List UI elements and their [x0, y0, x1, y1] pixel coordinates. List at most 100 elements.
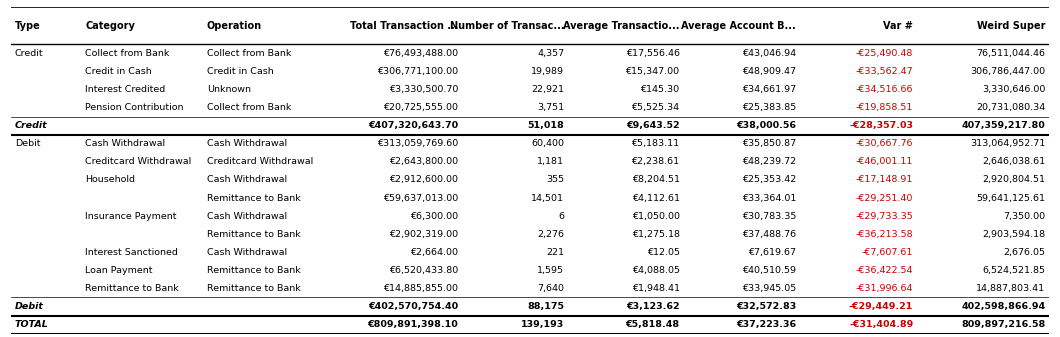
- Text: 3,330,646.00: 3,330,646.00: [982, 85, 1045, 94]
- Text: €37,223.36: €37,223.36: [736, 320, 796, 329]
- Text: €2,912,600.00: €2,912,600.00: [389, 176, 458, 184]
- Text: €4,088.05: €4,088.05: [632, 266, 679, 275]
- Text: Average Account B...: Average Account B...: [682, 21, 796, 31]
- Text: €3,330,500.70: €3,330,500.70: [389, 85, 458, 94]
- Text: 2,676.05: 2,676.05: [1003, 248, 1045, 257]
- Text: 402,598,866.94: 402,598,866.94: [961, 302, 1045, 311]
- Text: 20,731,080.34: 20,731,080.34: [976, 103, 1045, 112]
- Text: Debit: Debit: [15, 302, 43, 311]
- Text: 14,501: 14,501: [531, 193, 564, 203]
- Text: Credit in Cash: Credit in Cash: [86, 67, 153, 76]
- Text: Loan Payment: Loan Payment: [86, 266, 153, 275]
- Text: -€46,001.11: -€46,001.11: [855, 157, 914, 166]
- Text: €59,637,013.00: €59,637,013.00: [383, 193, 458, 203]
- Text: Remittance to Bank: Remittance to Bank: [207, 193, 301, 203]
- Text: €6,300.00: €6,300.00: [410, 212, 458, 221]
- Text: €7,619.67: €7,619.67: [748, 248, 796, 257]
- Text: €35,850.87: €35,850.87: [742, 139, 796, 148]
- Text: €34,661.97: €34,661.97: [742, 85, 796, 94]
- Text: -€36,422.54: -€36,422.54: [855, 266, 914, 275]
- Text: 2,920,804.51: 2,920,804.51: [983, 176, 1045, 184]
- Text: €40,510.59: €40,510.59: [742, 266, 796, 275]
- Text: Operation: Operation: [207, 21, 262, 31]
- Text: 6: 6: [559, 212, 564, 221]
- Text: €43,046.94: €43,046.94: [742, 49, 796, 58]
- Text: €48,239.72: €48,239.72: [742, 157, 796, 166]
- Text: Average Transactio...: Average Transactio...: [563, 21, 679, 31]
- Text: €37,488.76: €37,488.76: [742, 230, 796, 239]
- Text: -€31,404.89: -€31,404.89: [849, 320, 914, 329]
- Text: 51,018: 51,018: [528, 121, 564, 130]
- Text: 355: 355: [546, 176, 564, 184]
- Text: 1,181: 1,181: [537, 157, 564, 166]
- Text: 2,646,038.61: 2,646,038.61: [983, 157, 1045, 166]
- Text: -€17,148.91: -€17,148.91: [855, 176, 914, 184]
- Text: -€33,562.47: -€33,562.47: [855, 67, 914, 76]
- Text: -€29,449.21: -€29,449.21: [849, 302, 914, 311]
- Text: Pension Contribution: Pension Contribution: [86, 103, 183, 112]
- Text: 3,751: 3,751: [537, 103, 564, 112]
- Text: 7,640: 7,640: [537, 284, 564, 293]
- Text: Cash Withdrawal: Cash Withdrawal: [207, 176, 287, 184]
- Text: €76,493,488.00: €76,493,488.00: [384, 49, 458, 58]
- Text: Household: Household: [86, 176, 136, 184]
- Text: Remittance to Bank: Remittance to Bank: [207, 266, 301, 275]
- Text: €313,059,769.60: €313,059,769.60: [377, 139, 458, 148]
- Text: -€7,607.61: -€7,607.61: [862, 248, 914, 257]
- Text: Remittance to Bank: Remittance to Bank: [207, 230, 301, 239]
- Text: €48,909.47: €48,909.47: [742, 67, 796, 76]
- Text: Unknown: Unknown: [207, 85, 251, 94]
- Text: -€25,490.48: -€25,490.48: [855, 49, 914, 58]
- Text: Cash Withdrawal: Cash Withdrawal: [207, 248, 287, 257]
- Text: 88,175: 88,175: [527, 302, 564, 311]
- Text: 407,359,217.80: 407,359,217.80: [961, 121, 1045, 130]
- Text: Debit: Debit: [15, 139, 40, 148]
- Text: €9,643.52: €9,643.52: [626, 121, 679, 130]
- Text: €5,818.48: €5,818.48: [625, 320, 679, 329]
- Text: Collect from Bank: Collect from Bank: [86, 49, 170, 58]
- Text: €15,347.00: €15,347.00: [625, 67, 679, 76]
- Text: -€34,516.66: -€34,516.66: [855, 85, 914, 94]
- Text: €306,771,100.00: €306,771,100.00: [377, 67, 458, 76]
- Text: -€36,213.58: -€36,213.58: [855, 230, 914, 239]
- Text: €14,885,855.00: €14,885,855.00: [384, 284, 458, 293]
- Text: €5,525.34: €5,525.34: [632, 103, 679, 112]
- Text: 2,276: 2,276: [537, 230, 564, 239]
- Text: €17,556.46: €17,556.46: [625, 49, 679, 58]
- Text: 76,511,044.46: 76,511,044.46: [976, 49, 1045, 58]
- Text: €25,383.85: €25,383.85: [742, 103, 796, 112]
- Text: Credit: Credit: [15, 121, 48, 130]
- Text: €407,320,643.70: €407,320,643.70: [368, 121, 458, 130]
- Text: -€29,251.40: -€29,251.40: [855, 193, 914, 203]
- Text: €20,725,555.00: €20,725,555.00: [384, 103, 458, 112]
- Text: €25,353.42: €25,353.42: [742, 176, 796, 184]
- Text: Total Transaction ...: Total Transaction ...: [350, 21, 458, 31]
- Text: 809,897,216.58: 809,897,216.58: [961, 320, 1045, 329]
- Text: 139,193: 139,193: [522, 320, 564, 329]
- Text: €32,572.83: €32,572.83: [736, 302, 796, 311]
- Text: Interest Sanctioned: Interest Sanctioned: [86, 248, 178, 257]
- Text: Credit in Cash: Credit in Cash: [207, 67, 273, 76]
- Text: Credit: Credit: [15, 49, 43, 58]
- Text: Interest Credited: Interest Credited: [86, 85, 165, 94]
- Text: €3,123.62: €3,123.62: [626, 302, 679, 311]
- Text: Var #: Var #: [883, 21, 914, 31]
- Text: €33,945.05: €33,945.05: [742, 284, 796, 293]
- Text: Creditcard Withdrawal: Creditcard Withdrawal: [86, 157, 192, 166]
- Text: €2,902,319.00: €2,902,319.00: [389, 230, 458, 239]
- Text: €8,204.51: €8,204.51: [632, 176, 679, 184]
- Text: Insurance Payment: Insurance Payment: [86, 212, 177, 221]
- Text: Collect from Bank: Collect from Bank: [207, 103, 292, 112]
- Text: 7,350.00: 7,350.00: [1003, 212, 1045, 221]
- Text: -€31,996.64: -€31,996.64: [855, 284, 914, 293]
- Text: Remittance to Bank: Remittance to Bank: [207, 284, 301, 293]
- Text: 59,641,125.61: 59,641,125.61: [976, 193, 1045, 203]
- Text: Cash Withdrawal: Cash Withdrawal: [86, 139, 165, 148]
- Text: Cash Withdrawal: Cash Withdrawal: [207, 212, 287, 221]
- Text: €38,000.56: €38,000.56: [736, 121, 796, 130]
- Text: €2,643,800.00: €2,643,800.00: [389, 157, 458, 166]
- Text: 306,786,447.00: 306,786,447.00: [970, 67, 1045, 76]
- Text: €402,570,754.40: €402,570,754.40: [368, 302, 458, 311]
- Text: 19,989: 19,989: [531, 67, 564, 76]
- Text: 2,903,594.18: 2,903,594.18: [983, 230, 1045, 239]
